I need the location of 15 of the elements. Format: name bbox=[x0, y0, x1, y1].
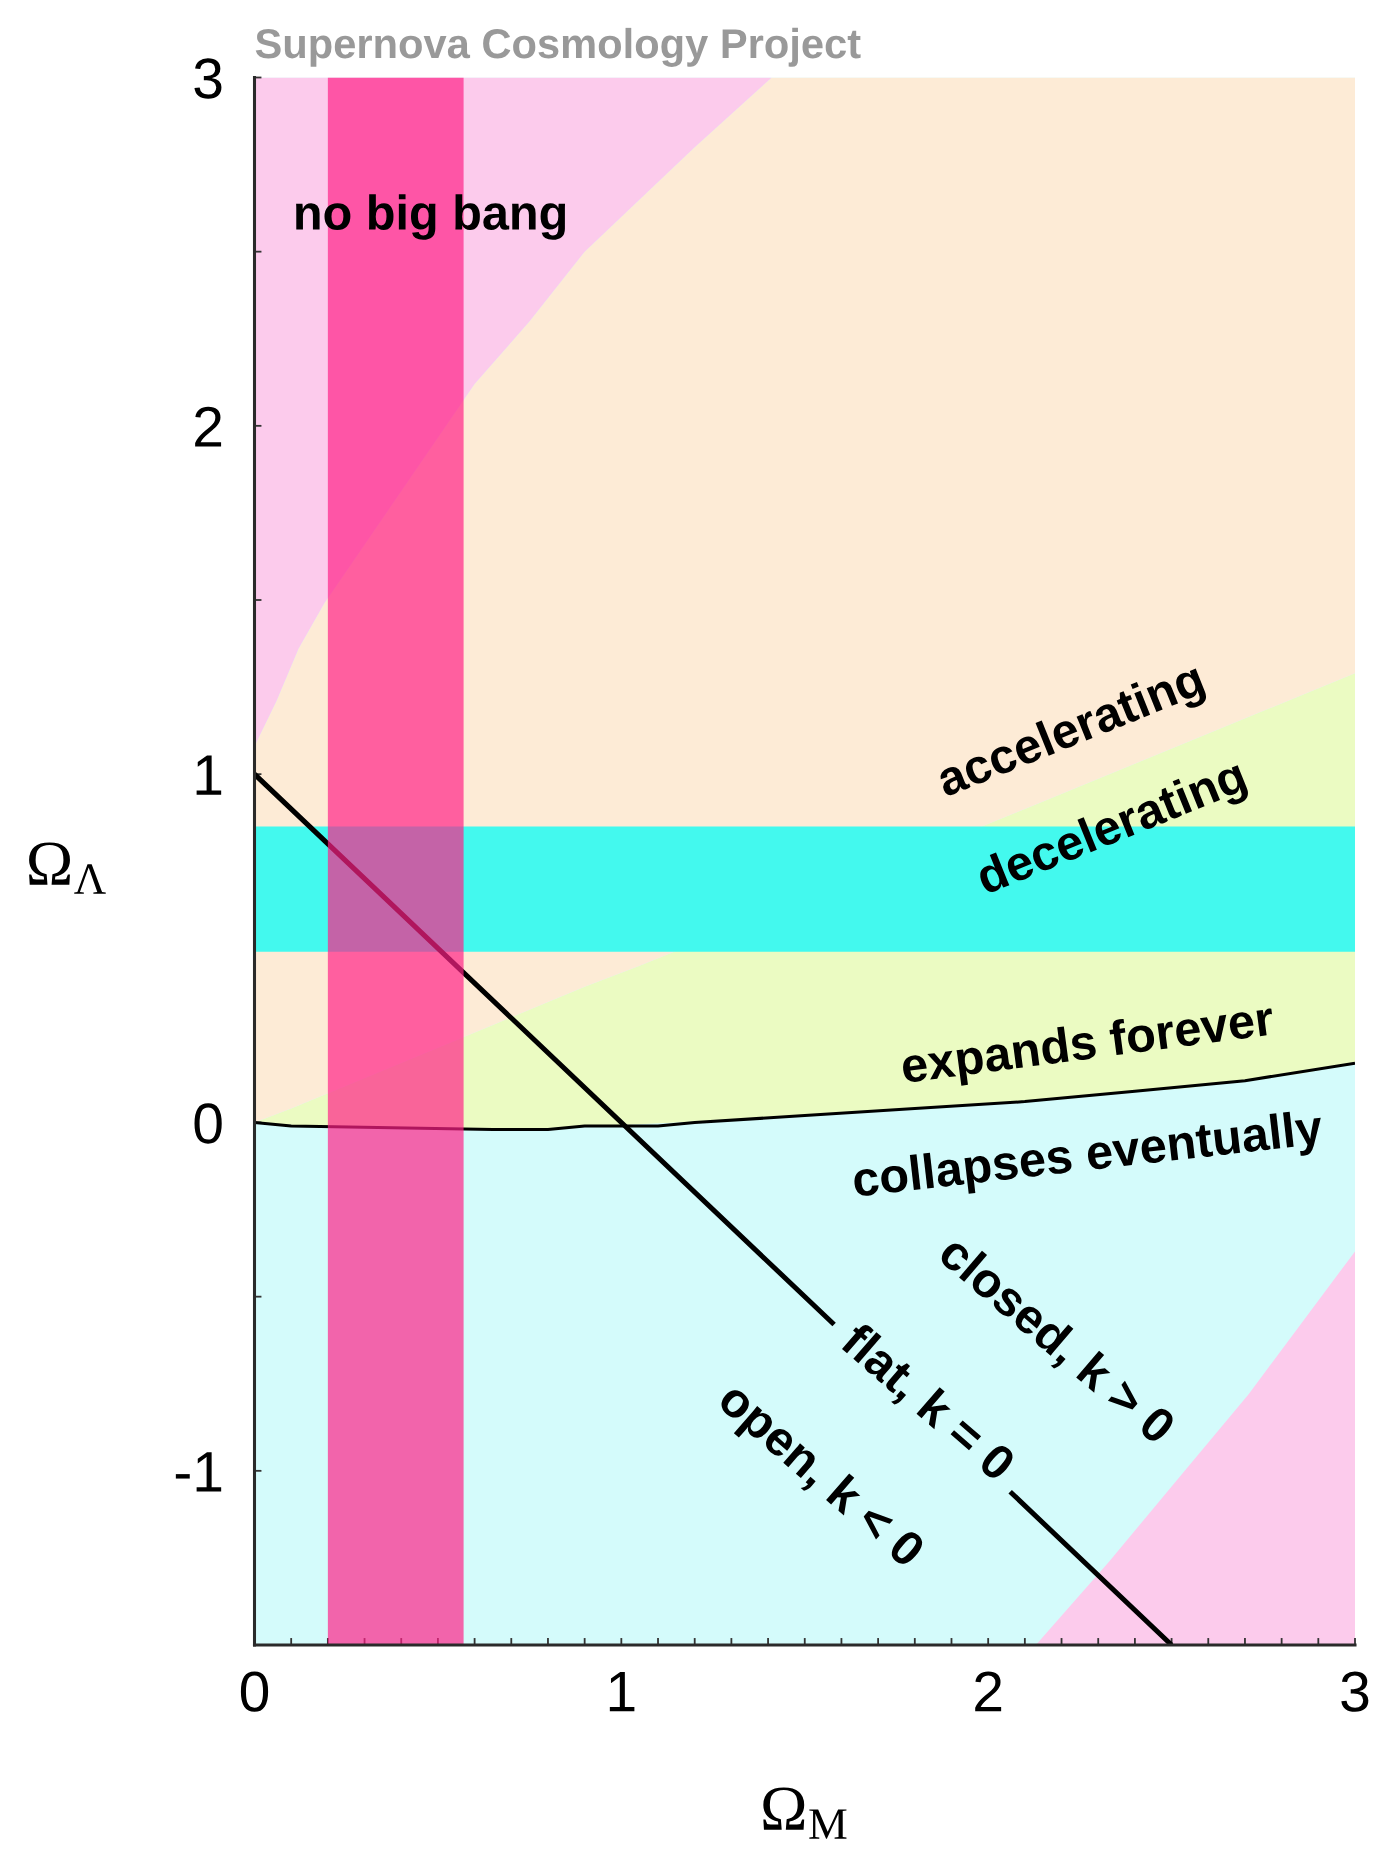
x-axis-title: Ω$_{M}$ bbox=[763, 1787, 847, 1839]
x-tick-label: 0 bbox=[240, 1671, 269, 1712]
y-tick-label: 1 bbox=[196, 755, 222, 795]
y-tick-label: -1 bbox=[175, 1452, 222, 1492]
chart-title: Supernova Cosmology Project bbox=[255, 27, 861, 67]
y-axis-title: Ω$_{Λ}$ bbox=[29, 842, 106, 894]
x-tick-label: 3 bbox=[1341, 1671, 1369, 1712]
annotation: collapses eventually bbox=[852, 1108, 1325, 1207]
y-tick-label: 0 bbox=[194, 1103, 222, 1144]
annotation: expands forever bbox=[900, 999, 1276, 1093]
y-tick-label: 3 bbox=[194, 58, 222, 99]
x-tick-label: 2 bbox=[975, 1671, 1002, 1712]
annotation: no big bang bbox=[296, 194, 566, 240]
y-tick-label: 2 bbox=[195, 406, 222, 447]
x-tick-label: 1 bbox=[609, 1672, 635, 1712]
